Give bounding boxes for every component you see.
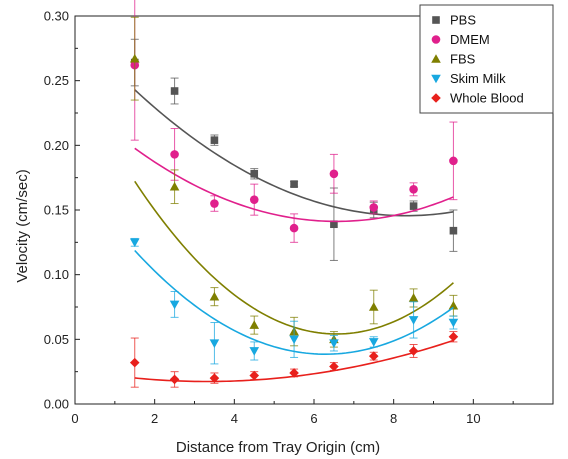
data-point <box>210 339 220 348</box>
data-point <box>409 293 419 302</box>
y-tick-label: 0.10 <box>44 267 69 282</box>
y-tick-label: 0.05 <box>44 332 69 347</box>
data-point <box>171 87 179 95</box>
series-skim-milk <box>130 238 458 363</box>
data-point <box>249 320 259 329</box>
y-tick-label: 0.00 <box>44 397 69 412</box>
y-tick-label: 0.30 <box>44 9 69 24</box>
legend-label: Skim Milk <box>450 71 506 86</box>
data-point <box>290 224 299 233</box>
data-point <box>450 227 458 235</box>
data-point <box>290 180 298 188</box>
y-tick-label: 0.15 <box>44 203 69 218</box>
x-tick-label: 6 <box>310 411 317 426</box>
fit-curve <box>135 181 454 334</box>
y-axis-title-group: Velocity (cm/sec) <box>14 169 31 282</box>
data-point <box>210 199 219 208</box>
legend-label: DMEM <box>450 32 490 47</box>
data-point <box>211 136 219 144</box>
data-point <box>369 302 379 311</box>
data-point <box>449 319 459 328</box>
data-point <box>249 371 259 381</box>
data-point <box>409 185 418 194</box>
legend-label: PBS <box>450 13 476 28</box>
data-point <box>330 169 339 178</box>
y-tick-label: 0.20 <box>44 138 69 153</box>
data-point <box>369 338 379 347</box>
data-point <box>170 301 180 310</box>
x-tick-label: 8 <box>390 411 397 426</box>
data-point <box>130 358 140 368</box>
x-tick-label: 4 <box>231 411 238 426</box>
data-point <box>409 316 419 325</box>
x-tick-label: 10 <box>466 411 480 426</box>
data-point <box>170 150 179 159</box>
series-dmem <box>130 0 457 242</box>
data-point <box>449 332 459 342</box>
data-point <box>410 202 418 210</box>
fit-curve <box>135 90 454 216</box>
data-point <box>170 182 180 191</box>
data-point <box>250 195 259 204</box>
data-point <box>449 157 458 166</box>
x-axis-title: Distance from Tray Origin (cm) <box>176 439 380 456</box>
legend-marker <box>432 16 440 24</box>
y-axis-title: Velocity (cm/sec) <box>14 169 31 282</box>
data-point <box>250 170 258 178</box>
x-tick-label: 2 <box>151 411 158 426</box>
legend-label: FBS <box>450 52 476 67</box>
data-point <box>289 336 299 345</box>
data-point <box>369 351 379 361</box>
legend-marker <box>432 35 441 44</box>
legend: PBS DMEM FBS Skim Milk Whole Blood <box>420 5 553 113</box>
data-point <box>170 375 180 385</box>
data-point <box>130 54 140 63</box>
data-point <box>210 292 220 301</box>
data-point <box>369 203 378 212</box>
x-tick-label: 0 <box>71 411 78 426</box>
data-point <box>249 347 259 356</box>
legend-label: Whole Blood <box>450 91 524 106</box>
y-tick-label: 0.25 <box>44 73 69 88</box>
